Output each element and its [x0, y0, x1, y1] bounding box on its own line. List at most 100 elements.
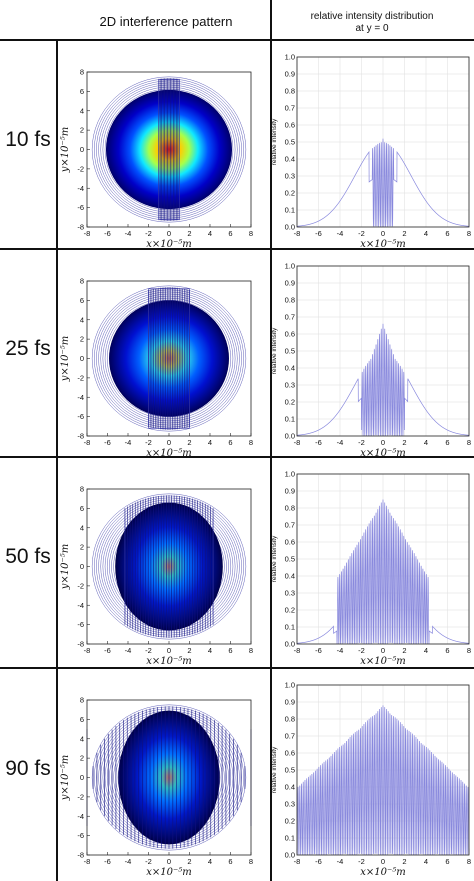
- y-tick-label: 0.1: [285, 415, 295, 424]
- x-tick-label: -8: [84, 857, 91, 866]
- x-axis-label: x×10⁻⁵m: [360, 656, 406, 667]
- contour-ring: [91, 285, 247, 432]
- plots-layer: -8 -6 -4 -2 0 2 4 6 8 8 6 4 2 0 -2 -4 -6 -8 x×10⁻⁵m y×10⁻⁵m…: [60, 53, 471, 879]
- y-tick-label: 0.4: [285, 364, 295, 373]
- x-tick-label: 0: [381, 646, 385, 655]
- x-tick-label: 8: [249, 857, 253, 866]
- contour-plot: -8 -6 -4 -2 0 2 4 6 8 8 6 4 2 0 -2 -4 -6 -8 x×10⁻⁵m y×10⁻⁵m: [60, 68, 253, 251]
- y-tick-label: 0.7: [285, 104, 295, 113]
- x-tick-label: -2: [358, 857, 365, 866]
- x-tick-label: -2: [145, 438, 152, 447]
- y-tick-label: 0.4: [285, 572, 295, 581]
- intensity-series-line: [296, 499, 470, 645]
- x-tick-label: -6: [104, 229, 111, 238]
- y-tick-label: 4: [80, 315, 84, 324]
- y-axis-label: relative intensity: [271, 535, 278, 582]
- y-tick-label: 0.6: [285, 749, 295, 758]
- y-axis-label: relative intensity: [271, 327, 278, 374]
- y-tick-label: 4: [80, 523, 84, 532]
- y-tick-label: 6: [80, 296, 84, 305]
- y-tick-label: 1.0: [285, 262, 295, 271]
- axes-box: [296, 56, 470, 228]
- y-tick-label: 0.3: [285, 800, 295, 809]
- x-tick-label: 4: [424, 229, 428, 238]
- y-tick-label: 8: [80, 696, 84, 705]
- x-tick-label: -2: [145, 857, 152, 866]
- x-tick-label: -8: [84, 438, 91, 447]
- x-tick-label: 4: [208, 229, 212, 238]
- x-tick-label: -8: [294, 229, 301, 238]
- y-tick-label: 8: [80, 68, 84, 77]
- x-tick-label: 0: [381, 229, 385, 238]
- y-tick-label: 2: [80, 335, 84, 344]
- x-tick-label: 6: [445, 646, 449, 655]
- x-tick-label: 2: [187, 229, 191, 238]
- y-tick-label: 6: [80, 715, 84, 724]
- x-tick-label: 4: [208, 438, 212, 447]
- x-tick-label: 6: [445, 857, 449, 866]
- contour-plot: -8 -6 -4 -2 0 2 4 6 8 8 6 4 2 0 -2 -4 -6 -8 x×10⁻⁵m y×10⁻⁵m: [60, 277, 253, 460]
- y-tick-label: -8: [77, 432, 84, 441]
- y-tick-label: 0.9: [285, 279, 295, 288]
- x-tick-label: -8: [84, 646, 91, 655]
- x-tick-label: -8: [294, 857, 301, 866]
- x-tick-label: 6: [445, 438, 449, 447]
- x-tick-label: 2: [402, 857, 406, 866]
- x-tick-label: 2: [402, 646, 406, 655]
- x-tick-label: 2: [187, 646, 191, 655]
- contour-plot: -8 -6 -4 -2 0 2 4 6 8 8 6 4 2 0 -2 -4 -6 -8 x×10⁻⁵m y×10⁻⁵m: [60, 696, 253, 879]
- x-tick-label: -4: [125, 646, 132, 655]
- x-axis-label: x×10⁻⁵m: [146, 656, 192, 667]
- y-tick-label: 0.2: [285, 817, 295, 826]
- x-tick-label: 6: [228, 646, 232, 655]
- y-tick-label: 2: [80, 126, 84, 135]
- x-tick-label: -6: [315, 646, 322, 655]
- y-axis-label: y×10⁻⁵m: [60, 755, 71, 802]
- y-tick-label: 0.7: [285, 732, 295, 741]
- y-tick-label: 0.4: [285, 783, 295, 792]
- contour-ring: [91, 493, 247, 640]
- y-tick-label: -2: [77, 373, 84, 382]
- x-tick-label: -2: [358, 646, 365, 655]
- x-tick-label: -8: [294, 438, 301, 447]
- y-tick-label: 0.1: [285, 834, 295, 843]
- y-tick-label: 0.3: [285, 589, 295, 598]
- y-tick-label: 1.0: [285, 53, 295, 62]
- y-tick-label: 0.9: [285, 487, 295, 496]
- intensity-series-line: [296, 138, 470, 228]
- fringe-region: [158, 79, 180, 220]
- x-axis-label: x×10⁻⁵m: [146, 448, 192, 459]
- y-tick-label: 0.8: [285, 296, 295, 305]
- y-tick-label: 0.5: [285, 555, 295, 564]
- x-tick-label: 8: [467, 646, 471, 655]
- y-tick-label: 0.0: [285, 640, 295, 649]
- x-tick-label: 8: [467, 438, 471, 447]
- y-tick-label: 8: [80, 277, 84, 286]
- x-tick-label: -4: [337, 857, 344, 866]
- axes-box: [296, 684, 470, 856]
- y-tick-label: -4: [77, 184, 84, 193]
- contour-plot: -8 -6 -4 -2 0 2 4 6 8 8 6 4 2 0 -2 -4 -6 -8 x×10⁻⁵m y×10⁻⁵m: [60, 485, 253, 668]
- x-tick-label: 4: [208, 646, 212, 655]
- y-tick-label: 4: [80, 106, 84, 115]
- right-column-title-line2: at y = 0: [355, 23, 389, 34]
- y-tick-label: 0.5: [285, 347, 295, 356]
- y-tick-label: -2: [77, 581, 84, 590]
- y-tick-label: -4: [77, 393, 84, 402]
- row-label-10fs: 10 fs: [5, 128, 51, 151]
- x-tick-label: 4: [208, 857, 212, 866]
- x-tick-label: 0: [381, 857, 385, 866]
- x-tick-label: 8: [249, 646, 253, 655]
- y-tick-label: 0.5: [285, 766, 295, 775]
- y-tick-label: 0: [80, 773, 84, 782]
- x-axis-label: x×10⁻⁵m: [146, 239, 192, 250]
- x-tick-label: -2: [145, 646, 152, 655]
- x-tick-label: -2: [358, 438, 365, 447]
- row-label-25fs: 25 fs: [5, 337, 51, 360]
- y-tick-label: 0.2: [285, 398, 295, 407]
- y-axis-label: relative intensity: [271, 746, 278, 793]
- y-tick-label: 0.6: [285, 330, 295, 339]
- axes-box: [296, 473, 470, 645]
- x-tick-label: 8: [249, 438, 253, 447]
- x-tick-label: 8: [467, 857, 471, 866]
